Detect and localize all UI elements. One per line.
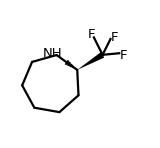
Text: F: F <box>111 31 119 44</box>
Text: F: F <box>120 49 128 62</box>
Text: F: F <box>88 28 96 41</box>
Text: NH: NH <box>42 47 62 60</box>
Polygon shape <box>77 52 104 70</box>
